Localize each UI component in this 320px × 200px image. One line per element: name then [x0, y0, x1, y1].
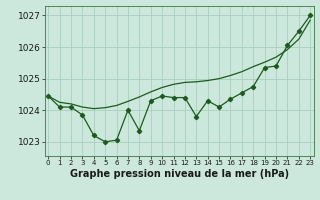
X-axis label: Graphe pression niveau de la mer (hPa): Graphe pression niveau de la mer (hPa): [70, 169, 289, 179]
